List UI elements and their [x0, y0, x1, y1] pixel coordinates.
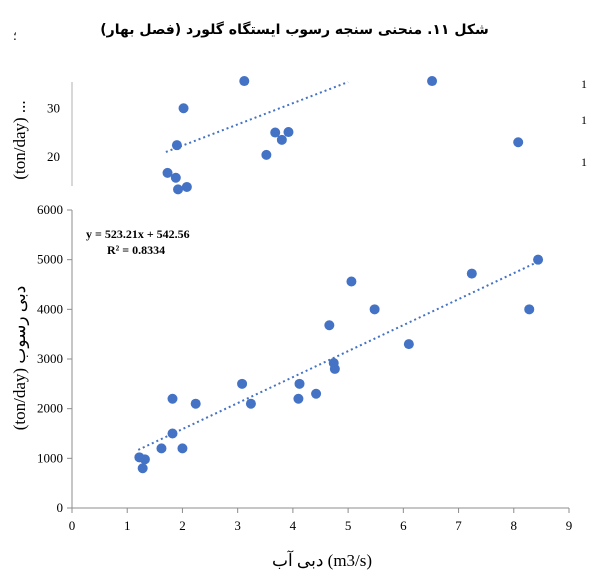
- top-data-point: [261, 149, 272, 160]
- main-x-tick-label: 1: [124, 518, 131, 533]
- top-y-axis-label: (ton/day) ...: [10, 100, 29, 179]
- main-data-point: [294, 378, 305, 389]
- stray-mark: ؛: [13, 29, 17, 43]
- top-trendline: [165, 81, 349, 153]
- top-right-partial-labels: 1 1 1: [581, 77, 587, 169]
- main-data-point: [245, 398, 256, 409]
- main-x-tick-label: 8: [511, 518, 518, 533]
- main-data-point: [324, 320, 335, 331]
- trend-equation: y = 523.21x + 542.56: [86, 227, 190, 241]
- main-chart: 0 1000 2000 3000 4000 5000 6000 0 1 2 3 4 5 6 7 8 9 (ton…: [10, 202, 572, 570]
- main-y-tick-label: 3000: [37, 351, 63, 366]
- top-right-partial-label: 1: [581, 155, 587, 169]
- top-right-partial-label: 1: [581, 77, 587, 91]
- top-y-tick-label: 20: [47, 149, 60, 164]
- top-y-tick-label: 30: [47, 100, 60, 115]
- top-data-point: [427, 76, 438, 87]
- main-y-tick-label: 0: [57, 500, 64, 515]
- top-data-point: [173, 184, 184, 195]
- main-x-tick-label: 2: [179, 518, 186, 533]
- top-data-point: [178, 103, 189, 114]
- top-data-point: [171, 140, 182, 151]
- top-data-point: [276, 134, 287, 145]
- top-data-point: [283, 127, 294, 138]
- main-data-point: [237, 378, 248, 389]
- top-right-partial-label: 1: [581, 113, 587, 127]
- main-data-point: [346, 276, 357, 287]
- main-x-tick-label: 3: [234, 518, 241, 533]
- main-y-tick-label: 5000: [37, 252, 63, 267]
- main-data-point: [533, 254, 544, 265]
- main-x-tick-label: 0: [69, 518, 76, 533]
- figure-caption: شکل ۱۱. منحنی سنجه رسوب ایستگاه گلورد (ف…: [100, 22, 489, 38]
- main-x-axis-label: دبی آب (m3/s): [272, 549, 372, 570]
- main-x-tick-label: 4: [290, 518, 297, 533]
- main-data-point: [190, 398, 201, 409]
- main-data-point: [167, 428, 178, 439]
- top-data-point: [170, 172, 181, 183]
- main-y-tick-label: 1000: [37, 450, 63, 465]
- main-data-point: [466, 268, 477, 279]
- main-data-point: [177, 443, 188, 454]
- main-data-point: [156, 443, 167, 454]
- top-data-point: [239, 76, 250, 87]
- top-data-point: [162, 167, 173, 178]
- main-data-point: [311, 388, 322, 399]
- main-axes: 0 1000 2000 3000 4000 5000 6000 0 1 2 3 4 5 6 7 8 9: [37, 202, 572, 533]
- main-data-point: [369, 304, 380, 315]
- top-data-point: [181, 181, 192, 192]
- main-x-tick-label: 6: [400, 518, 407, 533]
- main-y-tick-label: 2000: [37, 401, 63, 416]
- main-x-tick-label: 5: [345, 518, 352, 533]
- top-point-group: [162, 76, 524, 195]
- main-data-point: [137, 463, 148, 474]
- main-data-point: [293, 393, 304, 404]
- top-data-point: [270, 127, 281, 138]
- trend-r-squared: R² = 0.8334: [107, 243, 165, 257]
- main-y-axis-label: (ton/day) دبی رسوب: [10, 286, 30, 431]
- main-y-tick-label: 4000: [37, 301, 63, 316]
- main-data-point: [329, 363, 340, 374]
- main-x-tick-label: 7: [455, 518, 462, 533]
- top-data-point: [513, 137, 524, 148]
- main-data-point: [403, 339, 414, 350]
- main-data-point: [139, 454, 150, 465]
- main-point-group: [134, 254, 544, 474]
- main-y-tick-label: 6000: [37, 202, 63, 217]
- main-data-point: [524, 304, 535, 315]
- main-x-tick-label: 9: [566, 518, 573, 533]
- main-data-point: [167, 393, 178, 404]
- main-trendline: [137, 260, 540, 451]
